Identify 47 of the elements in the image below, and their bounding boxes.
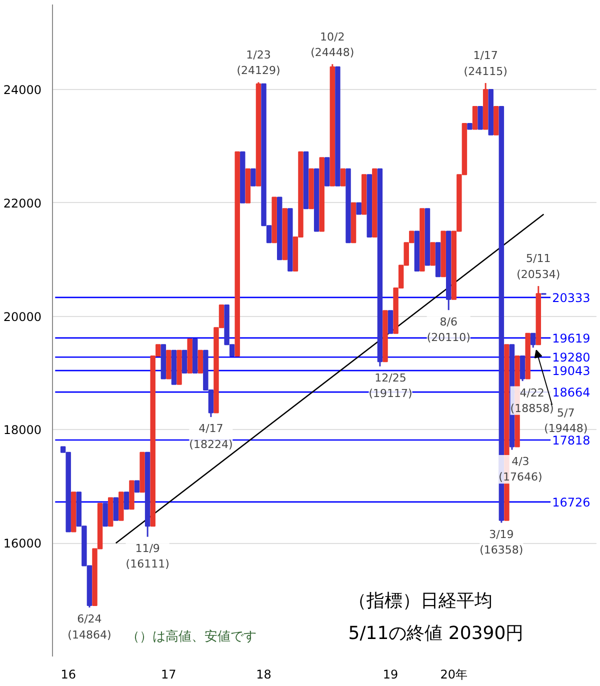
annotation: 11/9 (16111) [126,542,170,571]
x-tick-label: 17 [161,668,176,682]
x-tick-label: 16 [60,668,76,682]
ref-line-label: 18664 [552,386,590,400]
candlestick [182,350,188,374]
candlestick [113,497,118,521]
candlestick [124,492,130,510]
candlestick [388,310,394,334]
candlestick [472,106,478,130]
candlestick [430,242,436,266]
x-tick-label: 18 [256,668,272,682]
annotation: （）は高値、安値です [126,628,256,644]
y-tick-label: 18000 [3,423,42,438]
candlestick [520,355,526,382]
annotation: 5/11の終値 20390円 [348,623,524,644]
candlestick [134,480,140,493]
ref-line-label: 19619 [552,331,590,346]
annotation: 1/23 (24129) [236,48,280,78]
ref-line-label: 19280 [552,350,590,365]
ref-line-label: 17818 [552,434,590,448]
candlestick [250,168,256,186]
ref-line-label: 16726 [552,495,590,510]
x-tick-label: 20年 [440,668,468,682]
annotation: 4/3 (17646) [498,455,542,484]
annotation: （指標）日経平均 [348,590,492,612]
annotation: 6/24 (14864) [68,612,112,642]
candlestick [102,502,108,527]
annotation: 4/22 (18858) [510,386,554,415]
annotation: 12/25 (19117) [368,372,412,400]
annotation: 3/19 (16358) [480,528,524,557]
candlestick [356,202,362,215]
candlestick [340,168,346,186]
y-tick-label: 20000 [3,310,42,324]
annotation: 10/2 (24448) [310,30,354,59]
y-tick-label: 24000 [3,83,42,98]
annotation: 5/11 (20534) [516,252,560,281]
annotation: 1/17 (24115) [464,49,508,78]
candlestick [478,106,483,130]
ref-line-label: 20333 [552,290,590,305]
candlestick [530,332,536,348]
y-tick-label: 16000 [3,536,42,551]
annotation: 4/17 (18224) [189,422,233,451]
x-tick-label: 19 [382,668,398,682]
ref-line-label: 19043 [552,364,590,378]
annotation: 8/6 (20110) [426,315,470,344]
candlestick [198,350,203,374]
y-tick-label: 22000 [3,196,42,210]
